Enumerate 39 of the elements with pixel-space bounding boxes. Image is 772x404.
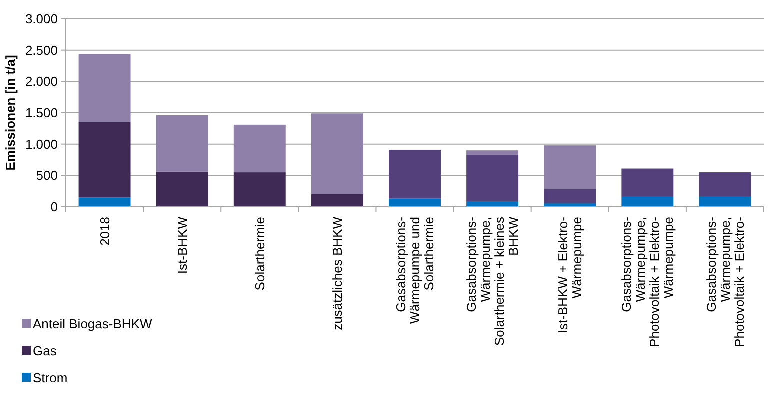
- bar: [622, 168, 674, 197]
- bar: [699, 172, 752, 197]
- bar: [389, 198, 441, 207]
- bar: [311, 194, 364, 207]
- y-tick-label: 500: [36, 168, 58, 184]
- y-tick-label: 1.000: [25, 136, 58, 152]
- bar: [78, 198, 131, 207]
- bar: [466, 154, 519, 202]
- bar: [699, 196, 752, 207]
- x-tick-label: Ist-BHKW + Elektro-Wärmepumpe: [556, 217, 585, 334]
- bar: [389, 150, 441, 199]
- bar: [156, 116, 208, 172]
- x-tick-label: Gasabsorptions-Wärmepumpe, Solarthermie + kleines BHKW: [464, 216, 522, 346]
- y-tick-label: 1.500: [25, 106, 58, 121]
- x-tick-label: Gasabsorptions-Wärmepumpe, Photovoltaik + Elektro-Wärmepumpe: [619, 217, 676, 348]
- bar: [156, 172, 208, 207]
- y-tick-label: 0: [50, 200, 58, 215]
- x-tick-label: Ist-BHKW: [174, 216, 190, 274]
- x-tick-label: 2018: [97, 217, 112, 246]
- legend-label: Strom: [33, 370, 68, 386]
- bar: [544, 146, 596, 190]
- y-tick-label: 3.000: [25, 12, 58, 27]
- y-tick-label: 2.500: [25, 42, 58, 58]
- y-tick-label: 2.000: [25, 74, 58, 90]
- x-tick-label: Solarthermie: [252, 217, 268, 291]
- y-axis-title: Emissionen [in t/a]: [3, 55, 18, 171]
- bar: [544, 189, 596, 204]
- bar: [544, 203, 596, 207]
- bar: [234, 124, 286, 173]
- legend-label: Gas: [33, 344, 58, 359]
- bar: [234, 172, 286, 207]
- bar: [78, 54, 131, 122]
- legend-label: Anteil Biogas-BHKW: [33, 316, 153, 332]
- bar: [622, 196, 674, 207]
- bar: [78, 122, 131, 198]
- bar: [311, 114, 364, 194]
- x-tick-label: Gasabsorptions-Wärmepumpe, Photovoltaik + Elektro-: [704, 217, 747, 348]
- bar: [466, 150, 519, 155]
- x-tick-label: zusätzliches BHKW: [330, 216, 345, 330]
